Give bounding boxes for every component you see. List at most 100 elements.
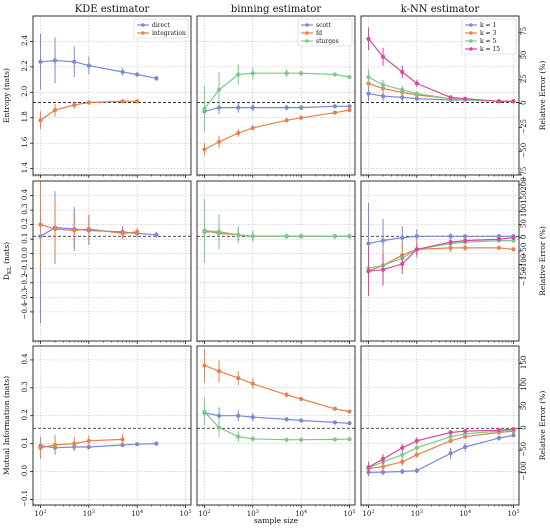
panel-frame: [360, 345, 520, 506]
data-point: [86, 63, 91, 68]
data-point: [299, 396, 304, 402]
right-tick-label: 50: [520, 51, 528, 60]
data-point: [86, 100, 91, 105]
data-point: [400, 452, 405, 457]
right-tick-label: −25: [520, 119, 528, 134]
legend-marker: [141, 31, 145, 35]
right-tick-label: 0: [520, 425, 528, 429]
column-title-knn: k-NN estimator: [401, 4, 480, 15]
data-point: [366, 269, 371, 274]
data-point: [380, 238, 386, 243]
y-tick-label: 0.2: [21, 218, 29, 229]
data-point: [154, 441, 159, 446]
data-point: [511, 235, 516, 240]
y-tick-label: 0.2: [21, 409, 29, 420]
data-point: [284, 437, 289, 442]
x-tick-label: 104: [295, 509, 307, 518]
series-integration: [38, 99, 140, 130]
series-line: [368, 429, 514, 469]
data-point: [299, 437, 304, 442]
series-integration: [38, 433, 125, 459]
data-point: [236, 130, 241, 136]
y-tick-label: 1.6: [21, 136, 29, 148]
data-point: [496, 237, 502, 242]
legend: k = 1k = 3k = 5k = 15: [461, 18, 517, 55]
data-point: [414, 438, 419, 443]
data-point: [236, 375, 241, 381]
data-point: [38, 222, 43, 227]
column-title-kde: KDE estimator: [75, 4, 150, 15]
panel-frame: [196, 345, 356, 506]
data-point: [216, 425, 222, 430]
panel-r2-c2: 150 100 50 0 −50 −100 Relative Error (%) 102 103…: [360, 345, 547, 518]
y-axis-label: Entropy (nats): [2, 68, 11, 123]
data-point: [496, 234, 502, 239]
series-line: [368, 235, 514, 245]
data-point: [135, 72, 140, 77]
data-point: [448, 430, 453, 435]
series-k-15: [366, 235, 516, 296]
data-point: [52, 442, 58, 448]
data-point: [72, 59, 77, 64]
series-k-5: [366, 427, 516, 474]
data-point: [236, 72, 241, 77]
data-point: [347, 108, 352, 113]
data-point: [511, 247, 516, 252]
series-line: [368, 430, 514, 470]
data-point: [463, 245, 468, 251]
right-tick-label: −50: [520, 243, 528, 258]
x-tick-label: 105: [343, 509, 355, 518]
data-point: [202, 106, 207, 111]
right-tick-label: −100: [520, 254, 528, 273]
data-point: [400, 469, 405, 474]
x-tick-label: 104: [459, 509, 471, 518]
right-tick-label: 0: [520, 100, 528, 104]
data-point: [202, 409, 207, 414]
data-point: [284, 392, 289, 397]
y-tick-label: 0.1: [21, 437, 29, 448]
data-point: [216, 413, 222, 418]
right-tick-label: 50: [520, 219, 528, 228]
data-point: [448, 239, 453, 245]
data-point: [202, 363, 207, 368]
data-point: [120, 99, 125, 104]
panel-grid: 1.4 1.6 1.8 2.0 2.2 2.4 Entropy (nats) directin…: [2, 15, 547, 518]
data-point: [414, 81, 419, 86]
data-point: [400, 235, 405, 240]
series-line: [40, 100, 138, 121]
data-point: [463, 96, 468, 101]
data-point: [448, 451, 453, 456]
series-line: [368, 434, 514, 473]
data-point: [463, 428, 468, 434]
data-point: [400, 459, 405, 464]
data-point: [250, 381, 255, 386]
data-point: [202, 147, 207, 152]
data-point: [250, 105, 255, 110]
data-point: [38, 59, 43, 64]
data-point: [52, 108, 58, 113]
data-point: [236, 413, 241, 418]
series-k-1: [366, 433, 516, 477]
data-point: [52, 226, 58, 232]
data-point: [202, 228, 207, 233]
right-tick-label: 200: [520, 177, 528, 190]
right-axis-label: Relative Error (%): [538, 226, 547, 296]
data-point: [86, 226, 91, 232]
data-point: [511, 433, 516, 438]
legend-box: [297, 18, 353, 47]
legend-marker: [469, 39, 473, 43]
data-point: [332, 72, 338, 77]
panel-frame: [360, 15, 520, 176]
x-tick-label: 103: [411, 509, 423, 518]
y-tick-label: 2.4: [21, 34, 29, 46]
data-point: [38, 445, 43, 450]
panel-r1-c0: 0.4 0.3 0.2 0.1 0.0−0.1−0.2−0.3−0.4 DKL (nats…: [2, 180, 192, 344]
panel-background: [361, 346, 519, 505]
legend-label: integration: [152, 30, 186, 37]
data-point: [250, 71, 255, 76]
data-point: [332, 420, 338, 425]
data-point: [347, 421, 352, 426]
